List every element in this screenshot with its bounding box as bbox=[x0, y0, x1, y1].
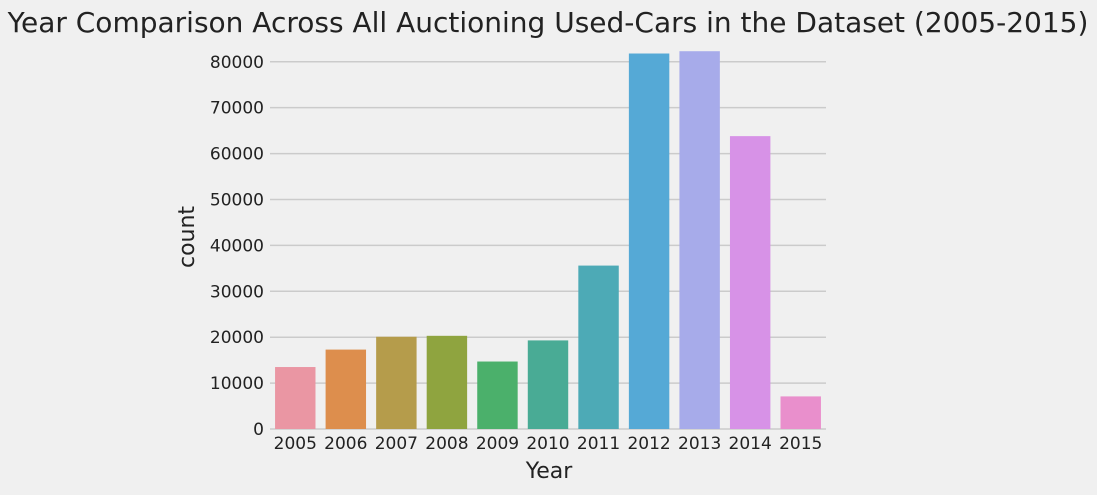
bar-2008 bbox=[426, 335, 468, 429]
x-tick-label: 2011 bbox=[577, 434, 620, 454]
x-tick-label: 2009 bbox=[476, 434, 519, 454]
bar-2014 bbox=[729, 136, 771, 429]
y-tick-label: 80000 bbox=[210, 53, 264, 73]
y-tick-label: 50000 bbox=[210, 190, 264, 210]
bar-2005 bbox=[275, 367, 316, 429]
bar-2011 bbox=[578, 265, 619, 429]
x-axis-label: Year bbox=[525, 459, 574, 484]
y-tick-label: 70000 bbox=[210, 99, 264, 119]
bars bbox=[275, 51, 821, 430]
y-tick-label: 20000 bbox=[210, 328, 264, 348]
x-tick-label: 2006 bbox=[324, 434, 367, 454]
x-tick-label: 2010 bbox=[526, 434, 569, 454]
bar-2012 bbox=[628, 53, 670, 430]
bar-2013 bbox=[679, 51, 720, 429]
y-tick-label: 30000 bbox=[210, 282, 264, 302]
bar-2006 bbox=[325, 349, 367, 429]
y-tick-label: 40000 bbox=[210, 236, 264, 256]
bar-2007 bbox=[376, 336, 417, 429]
x-tick-labels: 2005 2006 2007 2008 2009 2010 2011 2012 2013 2014… bbox=[274, 434, 823, 454]
bar-2009 bbox=[477, 361, 518, 429]
y-tick-label: 0 bbox=[253, 420, 264, 440]
y-tick-label: 10000 bbox=[210, 374, 264, 394]
x-tick-label: 2013 bbox=[678, 434, 721, 454]
bar-2015 bbox=[780, 396, 821, 429]
y-axis-label: count bbox=[175, 206, 200, 268]
bar-2010 bbox=[527, 340, 569, 429]
x-tick-label: 2008 bbox=[425, 434, 468, 454]
x-tick-label: 2012 bbox=[627, 434, 670, 454]
x-tick-label: 2005 bbox=[274, 434, 317, 454]
chart-title: Year Comparison Across All Auctioning Us… bbox=[7, 6, 1089, 39]
x-tick-label: 2007 bbox=[375, 434, 418, 454]
x-tick-label: 2014 bbox=[729, 434, 772, 454]
x-tick-label: 2015 bbox=[779, 434, 822, 454]
y-tick-labels: 0 10000 20000 30000 40000 50000 60000 70000 8000… bbox=[210, 53, 264, 440]
y-tick-label: 60000 bbox=[210, 145, 264, 165]
